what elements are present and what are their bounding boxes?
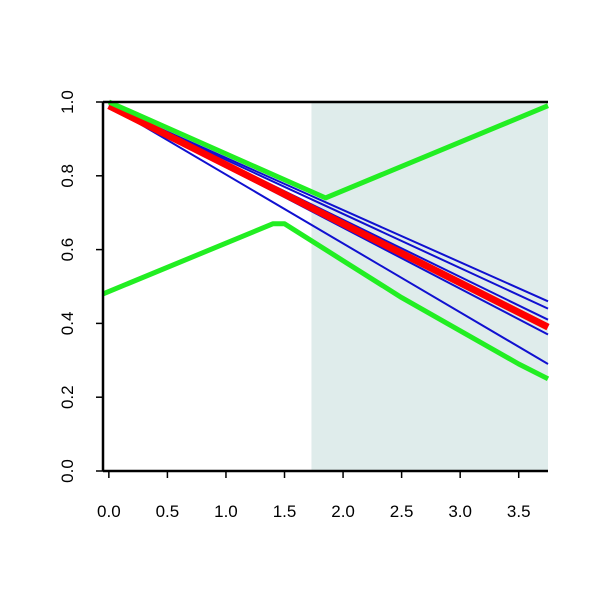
x-tick-label: 0.5 — [156, 502, 180, 521]
series-line-8 — [107, 99, 549, 201]
shaded-region-layer — [311, 102, 548, 471]
x-tick-label: 3.5 — [507, 502, 531, 521]
x-tick-label: 0.0 — [97, 502, 121, 521]
x-tick-label: 2.0 — [331, 502, 355, 521]
y-tick-label: 0.2 — [58, 385, 77, 409]
series-line-1 — [108, 104, 549, 303]
x-tick-label: 3.0 — [448, 502, 472, 521]
y-tick-label: 1.0 — [58, 90, 77, 114]
series-line-6 — [107, 102, 550, 331]
x-tick-label: 1.0 — [214, 502, 238, 521]
y-tick-label: 0.0 — [58, 459, 77, 483]
series-line-7 — [102, 221, 550, 382]
y-tick-label: 0.6 — [58, 238, 77, 262]
y-tick-label: 0.4 — [58, 312, 77, 336]
axis-layer: 0.0 0.5 1.0 1.5 2.0 2.5 3.0 3.5 0.0 0.2 0.4 0.6 0.8 1… — [58, 90, 548, 521]
series-layer — [102, 99, 550, 382]
y-tick-label: 0.8 — [58, 164, 77, 188]
shaded-region — [311, 102, 548, 471]
series-line-5 — [108, 104, 549, 365]
x-tick-label: 1.5 — [273, 502, 297, 521]
x-tick-label: 2.5 — [390, 502, 414, 521]
